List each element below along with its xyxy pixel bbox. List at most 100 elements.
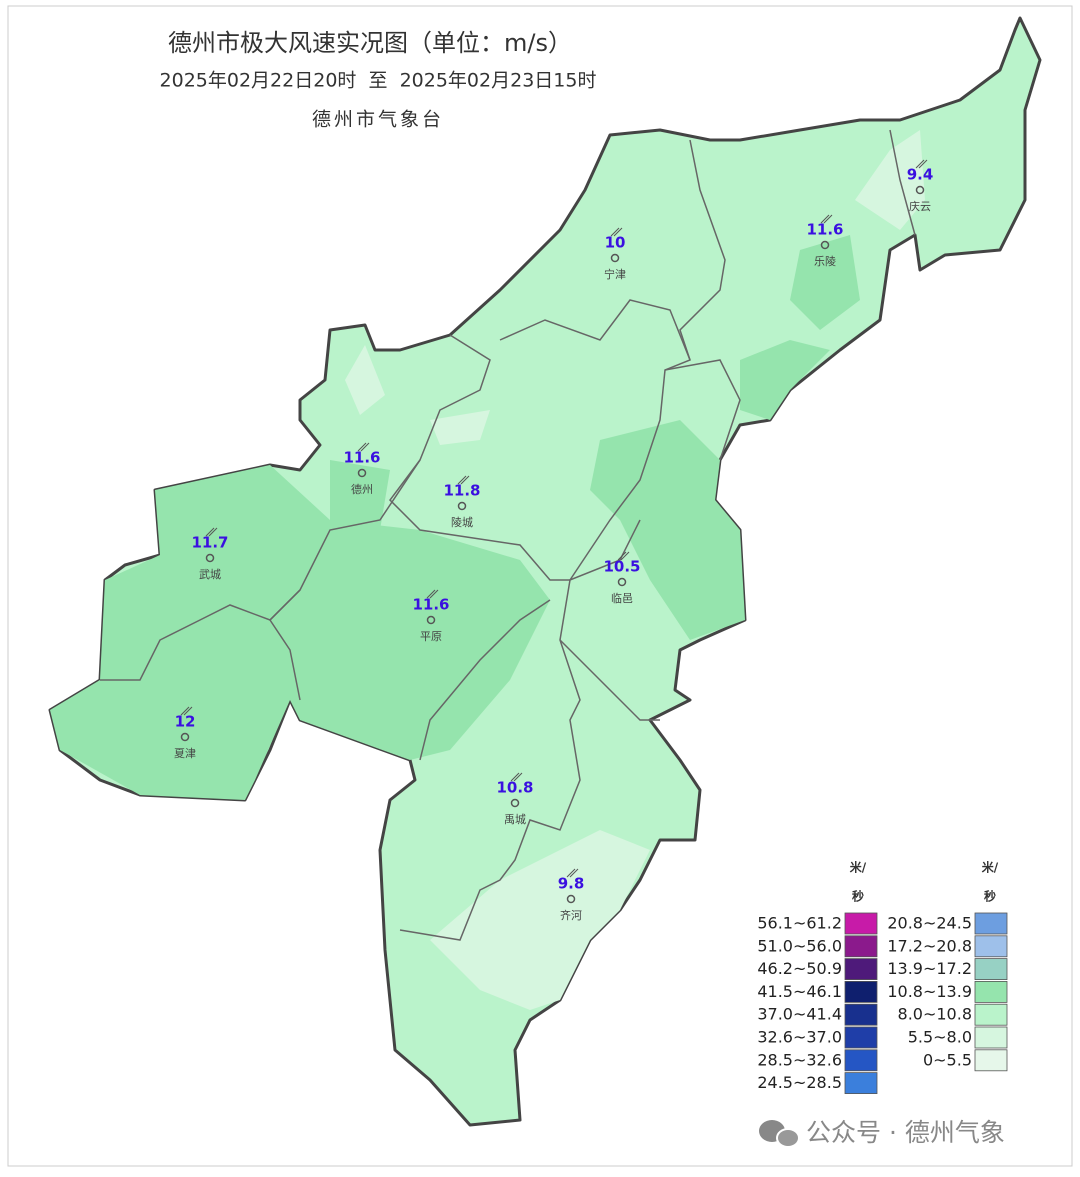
wind-barb — [460, 475, 470, 485]
legend-label: 10.8~13.9 — [887, 982, 972, 1001]
station-name: 陵城 — [451, 516, 473, 529]
wind-barb — [457, 475, 467, 485]
legend-swatch — [974, 1026, 1008, 1049]
legend-swatch — [844, 935, 878, 958]
station-name: 庆云 — [909, 199, 931, 213]
zone-strong — [740, 340, 830, 420]
zone-weak — [430, 830, 650, 1010]
station-marker — [205, 553, 215, 563]
legend-label: 24.5~28.5 — [757, 1073, 842, 1092]
wind-barb — [510, 772, 520, 782]
wind-barb — [513, 772, 523, 782]
station-value: 11.8 — [443, 482, 480, 500]
wind-barb — [360, 442, 370, 452]
station-marker — [510, 798, 520, 808]
legend-swatch — [844, 912, 878, 935]
wind-barb — [610, 227, 620, 237]
station-value: 9.4 — [907, 166, 934, 184]
legend-swatch — [844, 981, 878, 1003]
period: 2025年02月22日20时 至 2025年02月23日15时 — [160, 70, 597, 92]
station-value: 11.6 — [343, 449, 380, 467]
station-name: 禹城 — [504, 813, 526, 826]
border — [389, 459, 641, 581]
station-name: 乐陵 — [814, 255, 836, 268]
legend-swatch — [974, 935, 1008, 958]
wind-barb — [613, 227, 623, 237]
zone-strong — [330, 460, 390, 530]
border — [679, 139, 726, 361]
legend-swatch — [974, 1003, 1008, 1026]
legend-swatch — [974, 912, 1008, 935]
legend-swatch — [844, 1072, 878, 1094]
wind-barb — [918, 159, 928, 169]
station-marker — [426, 615, 436, 625]
station-name: 夏津 — [174, 747, 196, 760]
border — [269, 589, 301, 701]
agency: 德州市气象台 — [312, 109, 444, 131]
wind-barb — [820, 214, 830, 224]
legend-label: 51.0~56.0 — [757, 936, 842, 955]
station-marker — [357, 468, 367, 478]
border — [399, 299, 691, 941]
station-value: 11.6 — [412, 596, 449, 614]
legend-swatch — [844, 1003, 878, 1026]
station-value: 10.8 — [496, 779, 533, 797]
legend-label: 5.5~8.0 — [908, 1028, 972, 1047]
legend-label: 13.9~17.2 — [887, 959, 972, 978]
border — [889, 129, 916, 236]
wind-barb — [205, 527, 215, 537]
wind-barb — [429, 589, 439, 599]
border — [100, 334, 491, 681]
station-marker — [915, 185, 925, 195]
title: 德州市极大风速实况图（单位：m/s） — [168, 29, 572, 57]
legend-unit: 秒 — [984, 889, 996, 904]
station-name: 德州 — [351, 482, 373, 496]
border — [419, 599, 551, 761]
county-borders — [100, 129, 916, 941]
station-value: 10 — [605, 234, 626, 252]
legend-swatch — [844, 1026, 878, 1049]
stations: 10 宁津 11.6 乐陵 9.4 庆云 11.6 德州 11.8 陵城 11.7 武城 10.5 临邑 1… — [174, 159, 934, 922]
wind-barb — [823, 214, 833, 224]
zone-strong — [790, 235, 860, 330]
legend-label: 46.2~50.9 — [757, 959, 842, 978]
legend-label: 37.0~41.4 — [757, 1005, 842, 1024]
legend-unit: 秒 — [852, 889, 864, 904]
station-marker — [566, 894, 576, 904]
legend-swatch — [974, 981, 1008, 1003]
legend-label: 41.5~46.1 — [757, 982, 842, 1001]
station-value: 11.6 — [806, 221, 843, 239]
wind-barb — [566, 868, 576, 878]
zone-strong — [50, 465, 550, 800]
station-name: 齐河 — [560, 908, 582, 922]
station-marker — [610, 253, 620, 263]
station-name: 临邑 — [611, 591, 633, 605]
legend-label: 17.2~20.8 — [887, 936, 972, 955]
wind-barb — [620, 551, 630, 561]
station-name: 平原 — [420, 630, 442, 643]
zone-weak — [345, 345, 385, 415]
station-marker — [457, 501, 467, 511]
legend-label: 56.1~61.2 — [757, 914, 842, 933]
station-value: 9.8 — [558, 875, 585, 893]
station-marker — [180, 732, 190, 742]
wind-barb — [357, 442, 367, 452]
wind-barb — [915, 159, 925, 169]
zone-strong — [590, 420, 745, 640]
map — [48, 16, 1042, 1127]
watermark: 公众号 · 德州气象 — [759, 1118, 1005, 1148]
station-value: 11.7 — [191, 534, 228, 552]
legend-unit: 米/ — [982, 860, 999, 875]
station-marker — [820, 240, 830, 250]
legend-label: 32.6~37.0 — [757, 1028, 842, 1047]
border — [664, 359, 741, 461]
legend-swatch — [844, 958, 878, 980]
legend-unit: 米/ — [850, 860, 867, 875]
legend-label: 8.0~10.8 — [898, 1005, 972, 1024]
legend: 米/秒 56.1~61.2 51.0~56.0 46.2~50.9 41.5~46.1 3… — [757, 860, 1008, 1094]
border — [559, 639, 660, 721]
station-name: 武城 — [199, 568, 221, 581]
wind-barb — [569, 868, 579, 878]
wind-barb — [426, 589, 436, 599]
